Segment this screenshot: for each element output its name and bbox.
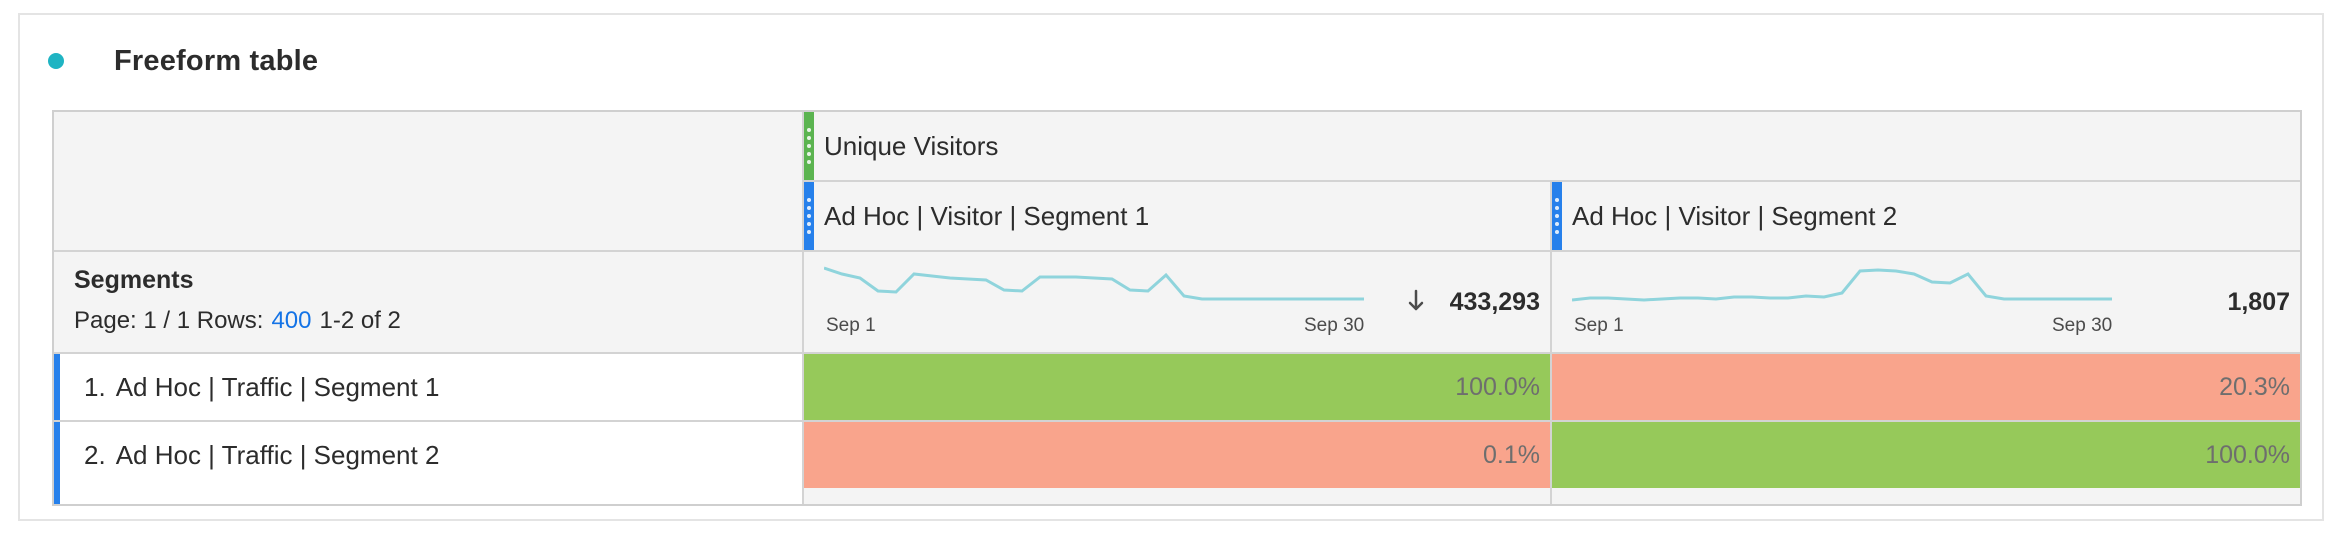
sparkline-start-label: Sep 1 (1574, 315, 1624, 336)
table-cell[interactable]: 20.3% (1552, 354, 2300, 420)
dimension-header: Segments Page: 1 / 1 Rows: 400 1-2 of 2 (54, 252, 802, 352)
column-divider (1550, 180, 1552, 504)
panel-title: Freeform table (114, 44, 319, 77)
drag-handle-icon[interactable] (804, 112, 814, 180)
table-cell[interactable]: 100.0% (1552, 422, 2300, 488)
metric-label: Unique Visitors (824, 130, 999, 161)
row-label: Ad Hoc | Traffic | Segment 1 (115, 371, 440, 402)
table-cell[interactable]: 100.0% (804, 354, 1550, 420)
row-index: 2. (84, 439, 106, 470)
row-accent (54, 354, 60, 420)
header-divider (54, 250, 2300, 252)
column-header-segment-2[interactable]: Ad Hoc | Visitor | Segment 2 (1552, 182, 2300, 250)
panel-header: Freeform table (48, 41, 318, 81)
column-summary-segment-1: Sep 1 Sep 30 433,293 (804, 252, 1550, 352)
sort-descending-icon[interactable] (1406, 288, 1426, 314)
rows-per-page-link[interactable]: 400 (271, 307, 312, 334)
row-label: Ad Hoc | Traffic | Segment 2 (115, 439, 440, 470)
column-summary-segment-2: Sep 1 Sep 30 1,807 (1552, 252, 2300, 352)
page-text: Page: 1 / 1 Rows: (74, 307, 264, 334)
column-label: Ad Hoc | Visitor | Segment 2 (1572, 200, 1898, 231)
sparkline-start-label: Sep 1 (826, 315, 876, 336)
panel-status-dot-icon (48, 53, 64, 69)
metric-header[interactable]: Unique Visitors (804, 112, 2300, 180)
sparkline-end-label: Sep 30 (1304, 315, 1365, 336)
header-divider (804, 180, 2300, 182)
freeform-table-panel: Freeform table Unique Visitors Ad Hoc | … (18, 13, 2324, 521)
drag-handle-icon[interactable] (804, 182, 814, 250)
drag-handle-icon[interactable] (1552, 182, 1562, 250)
sparkline (1572, 268, 2112, 302)
sparkline (824, 266, 1364, 301)
table-row-label[interactable]: 2. Ad Hoc | Traffic | Segment 2 (54, 422, 802, 504)
row-divider (54, 420, 2300, 422)
column-total: 1,807 (2227, 288, 2290, 316)
row-index: 1. (84, 371, 106, 402)
row-accent (54, 422, 60, 504)
range-text: 1-2 of 2 (319, 307, 401, 334)
table-cell[interactable]: 0.1% (804, 422, 1550, 488)
column-label: Ad Hoc | Visitor | Segment 1 (824, 200, 1150, 231)
table-row-label[interactable]: 1. Ad Hoc | Traffic | Segment 1 (54, 354, 802, 420)
column-header-segment-1[interactable]: Ad Hoc | Visitor | Segment 1 (804, 182, 1550, 250)
sparkline-end-label: Sep 30 (2052, 315, 2113, 336)
column-total: 433,293 (1449, 288, 1540, 316)
pagination-info: Page: 1 / 1 Rows: 400 1-2 of 2 (74, 307, 401, 335)
freeform-table: Unique Visitors Ad Hoc | Visitor | Segme… (52, 110, 2302, 506)
column-divider (802, 112, 804, 504)
dimension-label: Segments (74, 266, 194, 294)
header-divider (54, 352, 2300, 354)
